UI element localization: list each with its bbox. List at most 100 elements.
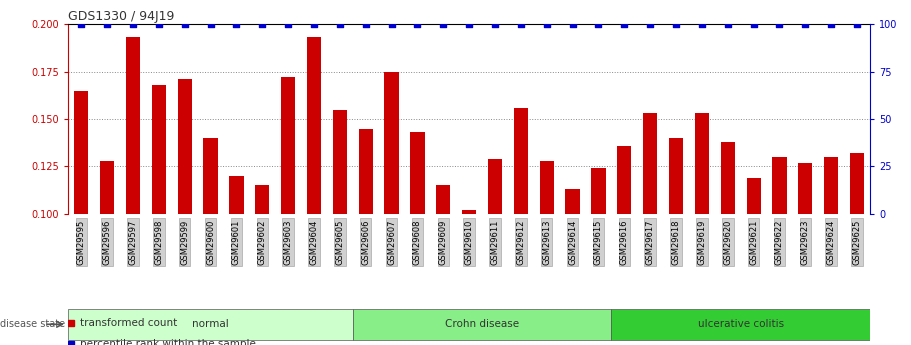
Bar [488, 159, 502, 214]
Point [669, 21, 683, 27]
Text: GSM29624: GSM29624 [826, 219, 835, 265]
Text: GSM29606: GSM29606 [362, 219, 370, 265]
FancyBboxPatch shape [611, 309, 870, 340]
Text: GSM29596: GSM29596 [103, 219, 112, 265]
Text: GSM29619: GSM29619 [698, 219, 706, 265]
Text: GSM29595: GSM29595 [77, 219, 86, 265]
Text: GSM29617: GSM29617 [646, 219, 655, 265]
Text: GSM29620: GSM29620 [723, 219, 732, 265]
Bar [384, 72, 399, 214]
Point [151, 21, 166, 27]
Point [384, 21, 399, 27]
Point [307, 21, 322, 27]
Point [487, 21, 502, 27]
Bar [410, 132, 425, 214]
Text: GSM29621: GSM29621 [749, 219, 758, 265]
Point [721, 21, 735, 27]
Text: GSM29618: GSM29618 [671, 219, 681, 265]
Text: GSM29622: GSM29622 [775, 219, 784, 265]
Text: GSM29601: GSM29601 [232, 219, 241, 265]
Bar [100, 161, 114, 214]
Bar [307, 38, 321, 214]
Text: disease state: disease state [0, 319, 65, 329]
Bar [359, 129, 373, 214]
Bar [746, 178, 761, 214]
Text: GSM29600: GSM29600 [206, 219, 215, 265]
Bar [255, 186, 270, 214]
Point [255, 21, 270, 27]
Bar [333, 110, 347, 214]
Bar [669, 138, 683, 214]
Bar [281, 77, 295, 214]
Text: Crohn disease: Crohn disease [445, 319, 519, 329]
Text: normal: normal [192, 319, 229, 329]
Point [539, 21, 554, 27]
Bar [721, 142, 735, 214]
Point [281, 21, 295, 27]
Text: GSM29612: GSM29612 [517, 219, 526, 265]
Text: GSM29609: GSM29609 [439, 219, 448, 265]
Text: GSM29607: GSM29607 [387, 219, 396, 265]
Text: GSM29610: GSM29610 [465, 219, 474, 265]
Point [850, 21, 865, 27]
Bar [850, 153, 865, 214]
FancyBboxPatch shape [353, 309, 611, 340]
Bar [514, 108, 528, 214]
Bar [618, 146, 631, 214]
Bar [824, 157, 838, 214]
Text: GSM29615: GSM29615 [594, 219, 603, 265]
Bar [695, 113, 709, 214]
Bar [591, 168, 606, 214]
Point [126, 21, 140, 27]
Text: ulcerative colitis: ulcerative colitis [698, 319, 783, 329]
Point [462, 21, 476, 27]
Point [358, 21, 373, 27]
Text: GDS1330 / 94J19: GDS1330 / 94J19 [68, 10, 175, 23]
Point [643, 21, 658, 27]
Point [178, 21, 192, 27]
Text: GSM29611: GSM29611 [490, 219, 499, 265]
Bar [798, 163, 813, 214]
Bar [566, 189, 579, 214]
Text: GSM29614: GSM29614 [568, 219, 577, 265]
Bar [126, 38, 140, 214]
FancyBboxPatch shape [68, 309, 353, 340]
Point [798, 21, 813, 27]
Point [436, 21, 451, 27]
Point [410, 21, 425, 27]
Point [824, 21, 838, 27]
Point [230, 21, 244, 27]
Point [694, 21, 709, 27]
Point [100, 21, 115, 27]
Bar [178, 79, 192, 214]
Text: GSM29613: GSM29613 [542, 219, 551, 265]
Point [773, 21, 787, 27]
Bar [152, 85, 166, 214]
Point [514, 21, 528, 27]
Text: GSM29602: GSM29602 [258, 219, 267, 265]
Text: GSM29623: GSM29623 [801, 219, 810, 265]
Text: GSM29616: GSM29616 [619, 219, 629, 265]
Bar [230, 176, 243, 214]
Text: GSM29598: GSM29598 [154, 219, 163, 265]
Text: GSM29605: GSM29605 [335, 219, 344, 265]
Point [333, 21, 347, 27]
Point [566, 21, 580, 27]
Text: GSM29599: GSM29599 [180, 219, 189, 265]
Text: transformed count: transformed count [80, 318, 177, 328]
Point [74, 21, 88, 27]
Point [746, 21, 761, 27]
Text: GSM29625: GSM29625 [853, 219, 862, 265]
Bar [203, 138, 218, 214]
Point [203, 21, 218, 27]
Bar [436, 186, 450, 214]
Bar [74, 90, 88, 214]
Text: GSM29597: GSM29597 [128, 219, 138, 265]
Text: GSM29608: GSM29608 [413, 219, 422, 265]
Text: percentile rank within the sample: percentile rank within the sample [80, 339, 256, 345]
Bar [643, 113, 658, 214]
Bar [539, 161, 554, 214]
Point [617, 21, 631, 27]
Bar [773, 157, 786, 214]
Text: GSM29603: GSM29603 [283, 219, 292, 265]
